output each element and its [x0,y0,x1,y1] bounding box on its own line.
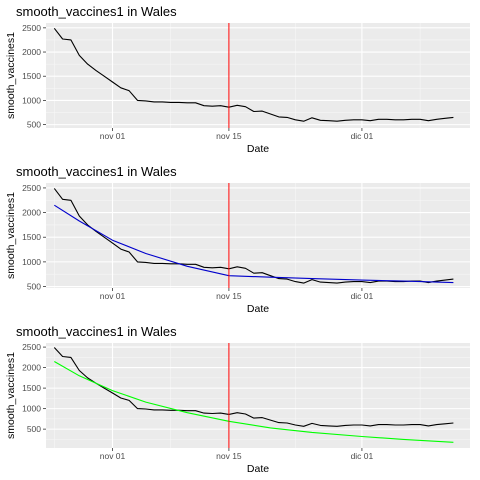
y-tick-label: 1000 [22,95,41,105]
series-line-observed [53,27,454,122]
y-tick-label: 1500 [22,383,41,393]
chart-panel-3: 500 1000 1500 2000 2500 nov 01 nov 15 dic 01 smo… [5,324,470,475]
x-axis-label: Date [247,303,269,315]
y-tick-label: 2000 [22,47,41,57]
x-tick-label: dic 01 [351,131,374,141]
x-tick-label: dic 01 [351,291,374,301]
y-tick-label: 1500 [22,232,41,242]
x-tick-label: nov 15 [216,291,242,301]
y-tick-label: 2500 [22,23,41,33]
y-tick-label: 500 [27,424,41,434]
chart-panel-2: 500 1000 1500 2000 2500 nov 01 nov 15 dic 01 smo… [5,164,470,315]
plot-background [46,183,470,288]
x-tick-label: nov 01 [100,451,126,461]
plot-background [46,23,470,128]
chart-title: smooth_vaccines1 in Wales [16,324,177,339]
x-tick-label: nov 15 [216,131,242,141]
chart-title: smooth_vaccines1 in Wales [16,4,177,19]
chart-title: smooth_vaccines1 in Wales [16,164,177,179]
chart-panel-1: 500 1000 1500 2000 2500 nov 01 nov 15 dic 01 smo… [5,4,470,155]
y-axis-label: smooth_vaccines1 [5,192,17,279]
y-tick-label: 500 [27,282,41,292]
x-tick-label: nov 01 [100,131,126,141]
plot-background [46,343,470,448]
y-tick-label: 2000 [22,363,41,373]
x-axis-label: Date [247,143,269,155]
y-tick-label: 500 [27,120,41,130]
y-tick-label: 1000 [22,257,41,267]
x-tick-label: nov 01 [100,291,126,301]
y-tick-label: 2000 [22,208,41,218]
x-tick-label: nov 15 [216,451,242,461]
x-axis-label: Date [247,463,269,475]
y-tick-label: 2500 [22,342,41,352]
y-tick-label: 2500 [22,183,41,193]
series-line-observed [53,347,454,427]
y-tick-label: 1500 [22,71,41,81]
y-axis-label: smooth_vaccines1 [5,352,17,439]
y-tick-label: 1000 [22,404,41,414]
y-axis-label: smooth_vaccines1 [5,32,17,119]
x-tick-label: dic 01 [351,451,374,461]
